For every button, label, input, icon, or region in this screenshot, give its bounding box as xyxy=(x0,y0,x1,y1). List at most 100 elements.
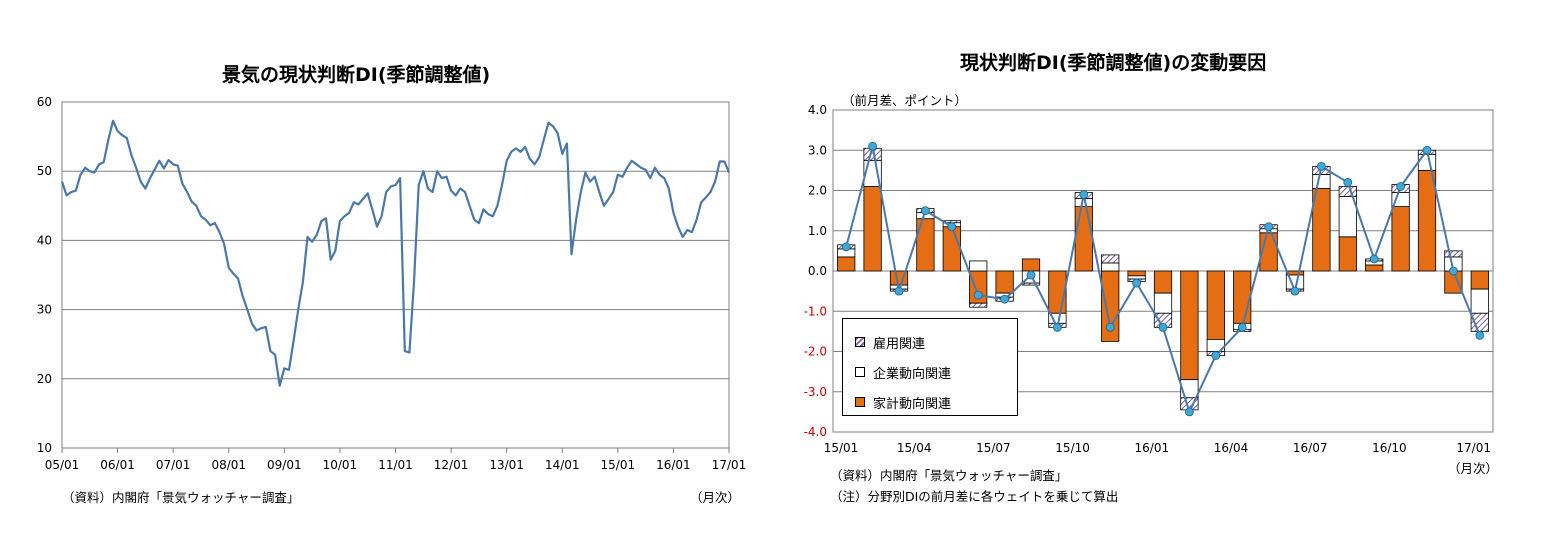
right-unit-note: （月次） xyxy=(1448,461,1499,476)
total-point xyxy=(1343,178,1353,187)
x-tick-label: 16/01 xyxy=(1135,441,1170,455)
bar-employment xyxy=(1101,254,1120,264)
bar-corporate xyxy=(1074,198,1093,208)
total-point xyxy=(1317,161,1326,171)
total-point xyxy=(1052,322,1062,332)
left-line-chart: 10 20 30 40 50 60 05/01 06/01 07/01 08/01 09/01 10/… xyxy=(37,95,747,472)
legend-label-household: 家計動向関連 xyxy=(873,397,952,412)
y-tick-label: -3.0 xyxy=(804,385,827,399)
total-point xyxy=(1105,322,1115,332)
left-unit-note: （月次） xyxy=(690,490,741,505)
legend-swatch-corporate xyxy=(855,367,865,377)
y-tick-label: -4.0 xyxy=(804,425,827,439)
x-tick-label: 17/01 xyxy=(1456,441,1491,455)
legend-swatch-household xyxy=(855,397,865,407)
x-tick-label: 14/01 xyxy=(545,458,580,472)
bar-household xyxy=(1153,270,1173,294)
legend-label-corporate: 企業動向関連 xyxy=(873,367,952,382)
x-tick-label: 06/01 xyxy=(100,458,135,472)
bar-corporate xyxy=(1417,153,1437,171)
total-point xyxy=(1132,278,1142,288)
total-point xyxy=(841,242,851,252)
right-chart-title: 現状判断DI(季節調整値)の変動要因 xyxy=(960,52,1267,74)
x-tick-label: 15/01 xyxy=(824,441,859,455)
x-tick-label: 08/01 xyxy=(211,458,246,472)
y-tick-label: 0.0 xyxy=(808,264,827,278)
total-point xyxy=(1475,330,1485,340)
x-tick-label: 16/01 xyxy=(656,458,691,472)
y-tick-label: 2.0 xyxy=(808,184,827,198)
x-tick-label: 07/01 xyxy=(156,458,191,472)
right-legend: 雇用関連 企業動向関連 家計動向関連 xyxy=(842,318,1018,416)
bar-corporate xyxy=(1127,275,1146,280)
x-tick-label: 10/01 xyxy=(323,458,358,472)
y-tick-label: 10 xyxy=(37,441,52,455)
bar-corporate xyxy=(1312,173,1331,189)
di-line-series xyxy=(60,119,731,387)
bar-household xyxy=(942,226,961,272)
x-tick-label: 09/01 xyxy=(267,458,302,472)
bar-household xyxy=(995,270,1014,294)
total-point xyxy=(1369,254,1379,264)
total-point xyxy=(947,222,957,232)
left-source-note: （資料）内閣府「景気ウォッチャー調査」 xyxy=(62,490,300,505)
bar-household xyxy=(1391,206,1410,272)
x-tick-label: 12/01 xyxy=(434,458,469,472)
plot-frame xyxy=(61,101,730,449)
x-tick-label: 15/01 xyxy=(601,458,636,472)
x-tick-label: 15/10 xyxy=(1055,441,1090,455)
bar-employment xyxy=(1444,250,1463,258)
y-tick-label: -1.0 xyxy=(804,304,827,318)
bar-household xyxy=(1127,270,1146,277)
bar-household xyxy=(1338,236,1357,272)
y-tick-label: 40 xyxy=(37,233,52,247)
y-tick-label: 20 xyxy=(37,372,52,386)
total-point xyxy=(1026,270,1036,280)
x-tick-label: 16/04 xyxy=(1214,441,1249,455)
x-tick-label: 16/10 xyxy=(1372,441,1407,455)
bar-employment xyxy=(969,302,988,308)
x-tick-label: 11/01 xyxy=(378,458,413,472)
y-tick-label: 60 xyxy=(37,95,52,109)
bar-employment xyxy=(1338,186,1357,197)
bar-corporate xyxy=(1153,292,1173,314)
bar-household xyxy=(837,256,856,272)
y-tick-label: 30 xyxy=(37,303,52,317)
total-point xyxy=(1422,145,1432,155)
total-point xyxy=(1079,190,1089,199)
total-point xyxy=(1211,351,1221,360)
total-point xyxy=(1264,222,1274,232)
legend-label-employment: 雇用関連 xyxy=(873,337,926,352)
left-chart-panel: 景気の現状判断DI(季節調整値) 10 20 30 40 50 60 05/01 06/01 0… xyxy=(0,0,770,538)
total-point xyxy=(920,206,930,216)
y-tick-label: 50 xyxy=(37,164,52,178)
total-point xyxy=(1396,182,1405,191)
bar-household xyxy=(1021,258,1041,272)
x-tick-label: 15/07 xyxy=(976,441,1011,455)
y-tick-label: -2.0 xyxy=(804,345,827,359)
x-tick-label: 05/01 xyxy=(45,458,80,472)
bar-household xyxy=(1417,169,1437,272)
bar-corporate xyxy=(1101,262,1120,272)
total-point xyxy=(1237,322,1247,332)
total-point xyxy=(1449,266,1458,276)
total-point xyxy=(1158,322,1168,332)
total-point xyxy=(894,286,904,296)
x-tick-label: 13/01 xyxy=(489,458,524,472)
bar-corporate xyxy=(1470,288,1489,314)
bar-employment xyxy=(1021,282,1041,286)
y-tick-label: 4.0 xyxy=(808,103,827,117)
bar-household xyxy=(1180,270,1199,381)
bar-household xyxy=(1206,270,1225,340)
total-point xyxy=(868,141,877,151)
legend-swatch-employment xyxy=(855,337,865,347)
x-tick-label: 16/07 xyxy=(1293,441,1328,455)
x-tick-label: 17/01 xyxy=(712,458,747,472)
bar-household xyxy=(1470,270,1489,290)
right-chart-panel: 現状判断DI(季節調整値)の変動要因 （前月差、ポイント） -4.0 -3.0 -2… xyxy=(770,0,1543,538)
y-tick-label: 3.0 xyxy=(808,143,827,157)
bar-household xyxy=(1074,206,1093,272)
bar-household xyxy=(1365,264,1384,272)
bar-corporate xyxy=(969,260,988,272)
bar-household xyxy=(1233,270,1252,324)
